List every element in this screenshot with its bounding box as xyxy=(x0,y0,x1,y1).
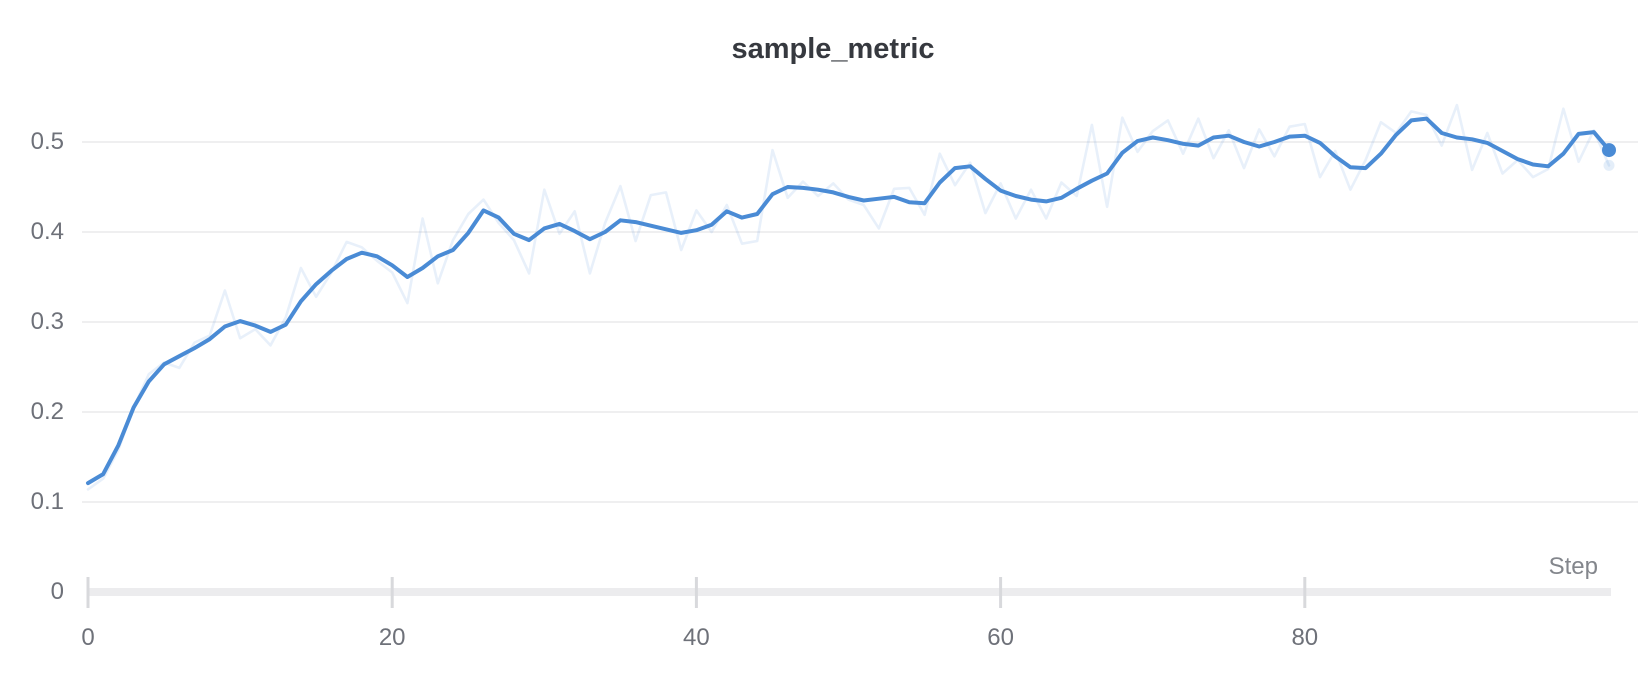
x-axis-tick xyxy=(999,577,1003,608)
y-axis-tick-label: 0.4 xyxy=(30,218,64,245)
x-axis-tick xyxy=(86,577,90,608)
x-axis-tick xyxy=(1303,577,1307,608)
y-axis-tick-label: 0.1 xyxy=(30,488,64,515)
raw-series-line xyxy=(86,103,1611,491)
x-axis-tick xyxy=(694,577,698,608)
x-axis-tick-label: 0 xyxy=(81,624,95,651)
y-axis-tick-label: 0.2 xyxy=(30,398,64,425)
x-axis-tick xyxy=(390,577,394,608)
chart-title: sample_metric xyxy=(731,33,935,65)
last-point-dot xyxy=(1602,143,1616,158)
y-axis-tick-label: 0 xyxy=(50,578,64,605)
smoothed-series-line xyxy=(86,116,1611,486)
x-axis-tick-label: 40 xyxy=(683,624,710,651)
x-axis-title: Step xyxy=(1548,553,1598,580)
x-axis-tick-label: 60 xyxy=(987,624,1014,651)
x-axis-bar xyxy=(88,588,1611,596)
x-axis-tick-label: 20 xyxy=(378,624,406,651)
last-point-dot-raw xyxy=(1603,159,1615,171)
x-axis-tick-label: 80 xyxy=(1291,624,1319,651)
y-axis-tick-label: 0.3 xyxy=(30,308,64,335)
y-axis-tick-label: 0.5 xyxy=(30,128,64,155)
